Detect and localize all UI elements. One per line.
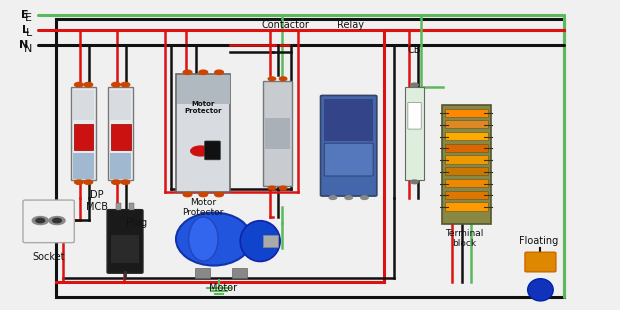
FancyBboxPatch shape (177, 75, 229, 104)
FancyBboxPatch shape (74, 124, 94, 150)
FancyBboxPatch shape (71, 87, 96, 180)
FancyBboxPatch shape (110, 153, 131, 179)
Text: Motor
Protector: Motor Protector (182, 198, 224, 217)
FancyBboxPatch shape (116, 203, 121, 210)
Circle shape (268, 77, 276, 81)
Text: Plug: Plug (126, 218, 148, 228)
Circle shape (215, 70, 223, 74)
Circle shape (74, 82, 83, 87)
Ellipse shape (188, 217, 218, 261)
Circle shape (183, 70, 192, 74)
Circle shape (199, 192, 208, 197)
FancyBboxPatch shape (405, 87, 424, 180)
Text: Socket: Socket (33, 252, 65, 262)
Text: L: L (22, 25, 29, 35)
Ellipse shape (240, 221, 280, 261)
FancyBboxPatch shape (321, 95, 377, 196)
Circle shape (84, 82, 92, 87)
Circle shape (53, 218, 61, 223)
Circle shape (32, 217, 48, 224)
Text: CB: CB (407, 45, 421, 55)
Circle shape (191, 146, 211, 156)
FancyBboxPatch shape (265, 118, 290, 149)
Circle shape (183, 192, 192, 197)
FancyBboxPatch shape (445, 108, 487, 117)
FancyBboxPatch shape (205, 141, 220, 160)
Text: N: N (24, 43, 33, 54)
FancyBboxPatch shape (445, 120, 487, 128)
Circle shape (411, 83, 418, 87)
FancyBboxPatch shape (108, 87, 133, 180)
Circle shape (199, 70, 208, 74)
FancyBboxPatch shape (73, 153, 94, 179)
Circle shape (361, 196, 368, 199)
Circle shape (112, 82, 120, 87)
Ellipse shape (176, 213, 252, 266)
FancyBboxPatch shape (408, 103, 421, 129)
FancyBboxPatch shape (73, 90, 94, 120)
FancyBboxPatch shape (324, 143, 373, 176)
FancyBboxPatch shape (23, 200, 74, 243)
FancyBboxPatch shape (176, 74, 230, 192)
FancyBboxPatch shape (129, 203, 134, 210)
FancyBboxPatch shape (445, 191, 487, 199)
Text: E: E (21, 10, 29, 20)
Circle shape (36, 218, 45, 223)
FancyBboxPatch shape (442, 105, 490, 224)
Text: E: E (25, 13, 32, 23)
Text: Motor
Protector: Motor Protector (185, 101, 222, 114)
FancyBboxPatch shape (232, 268, 247, 278)
Circle shape (49, 217, 65, 224)
Circle shape (345, 196, 352, 199)
FancyBboxPatch shape (263, 81, 292, 186)
Circle shape (112, 180, 120, 184)
FancyBboxPatch shape (195, 268, 210, 278)
Text: Floating: Floating (520, 237, 559, 246)
Text: L: L (25, 28, 32, 38)
Circle shape (74, 180, 83, 184)
Circle shape (121, 180, 130, 184)
Circle shape (268, 186, 276, 190)
Text: N: N (19, 40, 29, 51)
Circle shape (329, 196, 337, 199)
FancyBboxPatch shape (445, 132, 487, 140)
FancyBboxPatch shape (111, 124, 131, 150)
FancyBboxPatch shape (445, 155, 487, 164)
FancyBboxPatch shape (445, 167, 487, 175)
FancyBboxPatch shape (445, 179, 487, 187)
Circle shape (84, 180, 92, 184)
Ellipse shape (528, 279, 553, 301)
Text: Contactor: Contactor (261, 20, 309, 30)
FancyBboxPatch shape (264, 235, 278, 247)
Circle shape (280, 186, 287, 190)
Text: DP
MCB: DP MCB (86, 190, 108, 212)
FancyBboxPatch shape (445, 202, 487, 210)
FancyBboxPatch shape (324, 99, 373, 141)
Circle shape (215, 192, 223, 197)
Text: Terminal
block: Terminal block (445, 228, 484, 248)
FancyBboxPatch shape (107, 210, 143, 273)
Text: Relay: Relay (337, 20, 364, 30)
FancyBboxPatch shape (445, 144, 487, 152)
Circle shape (121, 82, 130, 87)
FancyBboxPatch shape (110, 90, 131, 120)
Circle shape (411, 180, 418, 184)
Text: Motor: Motor (210, 283, 237, 293)
FancyBboxPatch shape (111, 235, 140, 263)
FancyBboxPatch shape (525, 252, 556, 272)
Circle shape (280, 77, 287, 81)
